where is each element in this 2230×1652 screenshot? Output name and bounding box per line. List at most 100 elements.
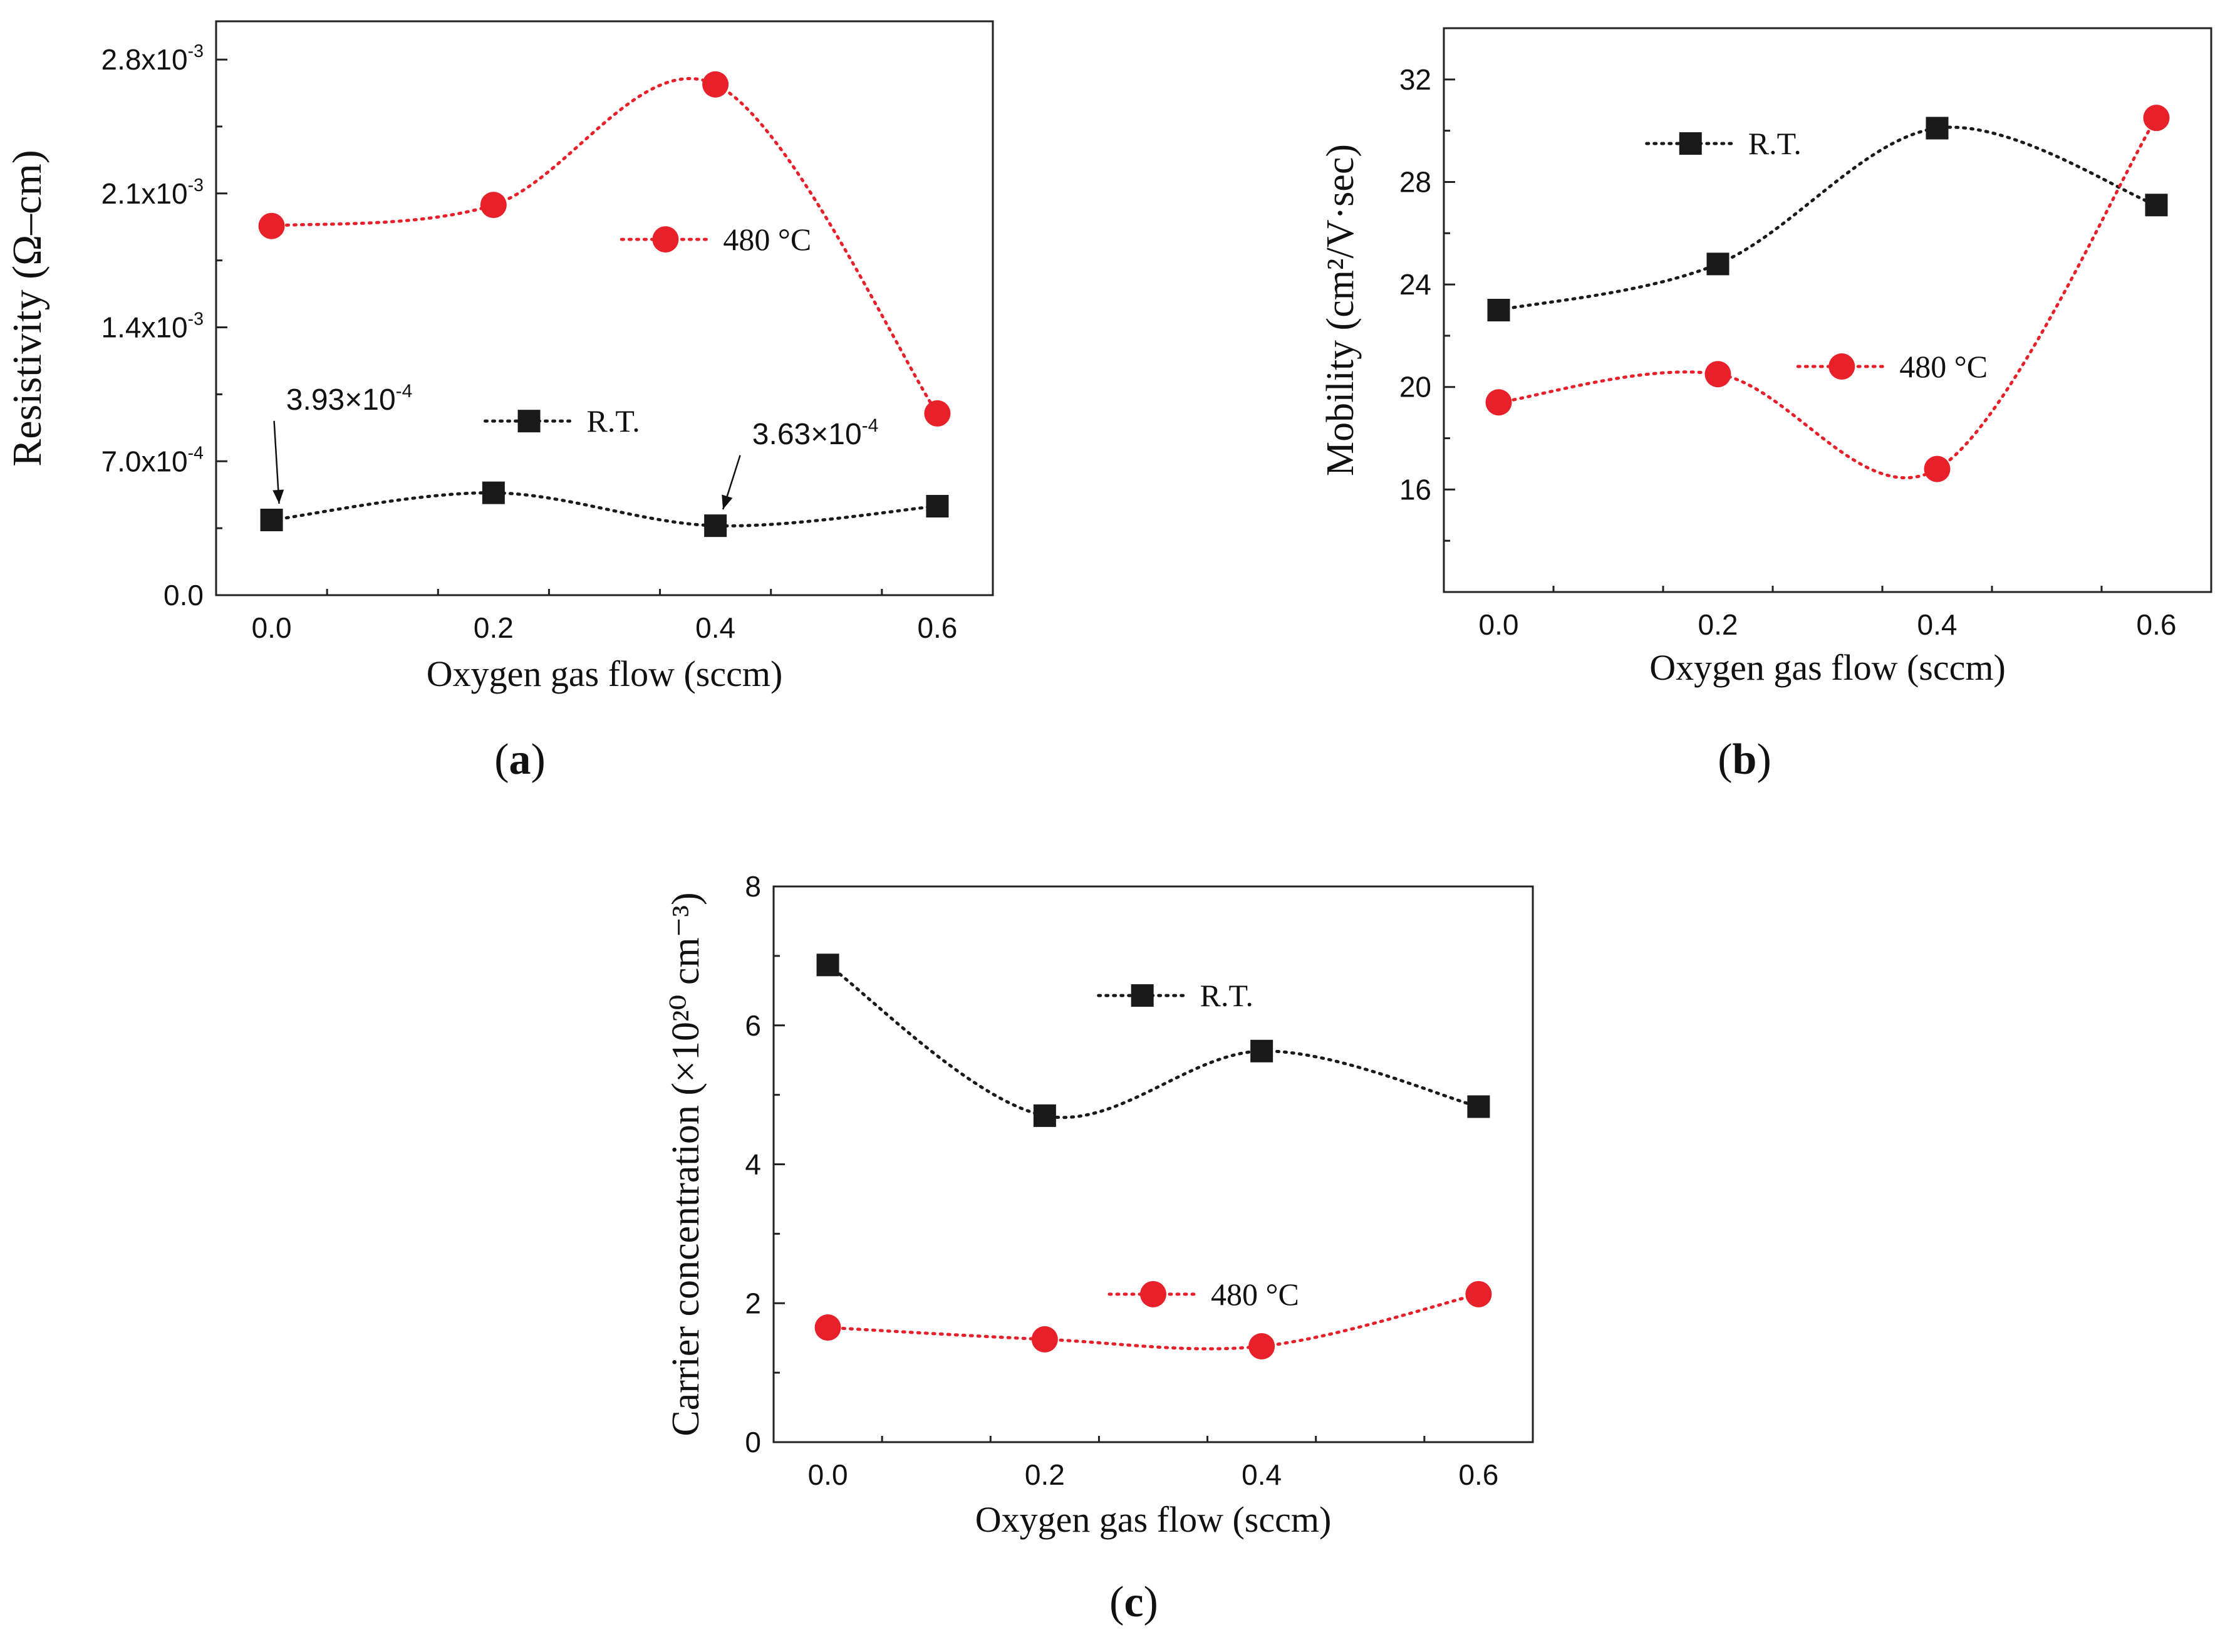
y-tick-label: 28 — [1399, 165, 1431, 198]
y-axis-label: Carrier concentration (×10²⁰ cm⁻³) — [665, 892, 707, 1436]
data-point — [1706, 252, 1730, 276]
legend-marker — [1679, 132, 1702, 155]
data-point — [1926, 117, 1949, 140]
series-line — [1497, 116, 2158, 480]
y-tick-exponent: -3 — [188, 175, 204, 195]
x-tick-label: 0.4 — [695, 611, 735, 644]
x-tick-label: 0.6 — [1458, 1458, 1498, 1491]
panel-paren-close: ) — [1756, 735, 1771, 784]
legend-label: R.T. — [1748, 126, 1802, 161]
y-tick-mantissa: 8 — [745, 870, 761, 903]
data-point — [926, 495, 949, 518]
panel-letter: b — [1733, 735, 1757, 784]
series-line — [270, 491, 939, 527]
legend-marker — [1131, 984, 1154, 1007]
legend-entry: 480 °C — [620, 222, 811, 257]
y-tick-mantissa: 7.0x10 — [101, 445, 188, 477]
data-point — [1704, 361, 1731, 388]
panel-label: (c) — [1109, 1578, 1158, 1626]
x-tick-label: 0.2 — [474, 611, 514, 644]
annotation-mantissa: 3.63×10 — [752, 418, 862, 451]
plot-frame — [215, 20, 994, 596]
x-tick-label: 0.0 — [1479, 608, 1519, 641]
data-point — [482, 481, 505, 504]
y-tick-label: 2 — [745, 1287, 761, 1319]
data-point — [1248, 1333, 1275, 1359]
chart-panel-a: 0.0 0.2 0.4 0.60.07.0x10-41.4x10-32.1x10-32… — [4, 20, 994, 784]
y-tick-exponent: -3 — [188, 309, 204, 330]
y-tick-mantissa: 20 — [1399, 371, 1431, 403]
y-tick-label: 0.0 — [163, 579, 204, 611]
panel-paren-open: ( — [494, 735, 509, 784]
y-tick-label: 2.8x10-3 — [101, 41, 204, 76]
data-point — [816, 953, 839, 977]
y-tick-exponent: -4 — [188, 443, 204, 463]
y-tick-label: 32 — [1399, 63, 1431, 96]
y-tick-mantissa: 0 — [745, 1426, 761, 1458]
x-tick-label: 0.0 — [808, 1458, 848, 1491]
y-tick-label: 6 — [745, 1009, 761, 1042]
x-tick-label: 0.2 — [1698, 608, 1738, 641]
y-tick-exponent: -3 — [188, 41, 204, 61]
x-axis-label: Oxygen gas flow (sccm) — [1649, 647, 2006, 688]
data-point — [1924, 455, 1951, 482]
panel-paren-close: ) — [1144, 1578, 1158, 1626]
annotation-text: 3.63×10-4 — [752, 415, 879, 451]
data-point — [704, 514, 727, 538]
legend-label: 480 °C — [1899, 349, 1988, 384]
legend-entry: R.T. — [484, 403, 640, 439]
series-line — [826, 963, 1480, 1120]
legend-marker — [517, 410, 541, 433]
y-tick-label: 0 — [745, 1426, 761, 1458]
series-line — [826, 1292, 1480, 1351]
annotation-text: 3.93×10-4 — [286, 381, 413, 417]
annotation: 3.63×10-4 — [722, 415, 879, 510]
plot-frame — [1443, 27, 2212, 593]
data-point — [2143, 105, 2170, 132]
legend-marker — [652, 226, 679, 253]
data-point — [1465, 1281, 1492, 1307]
y-tick-label: 4 — [745, 1148, 761, 1181]
panel-label: (a) — [494, 735, 546, 784]
y-tick-mantissa: 1.4x10 — [101, 311, 188, 344]
data-point — [702, 71, 729, 98]
y-axis-label: Mobility (cm²/V·sec) — [1319, 144, 1362, 476]
y-tick-label: 20 — [1399, 371, 1431, 403]
data-point — [924, 400, 951, 427]
series-line — [270, 77, 939, 415]
y-tick-label: 16 — [1399, 473, 1431, 506]
data-point — [814, 1314, 841, 1341]
legend-label: R.T. — [1200, 978, 1253, 1013]
y-tick-label: 1.4x10-3 — [101, 309, 204, 344]
y-tick-mantissa: 6 — [745, 1009, 761, 1042]
data-point — [258, 212, 285, 239]
data-point — [1485, 389, 1512, 416]
x-tick-label: 0.0 — [252, 611, 292, 644]
y-tick-mantissa: 32 — [1399, 63, 1431, 96]
data-point — [1031, 1326, 1058, 1353]
x-tick-label: 0.6 — [2137, 608, 2177, 641]
panel-paren-close: ) — [531, 735, 546, 784]
data-point — [1467, 1095, 1490, 1118]
legend-entry: R.T. — [1645, 126, 1802, 161]
y-tick-label: 7.0x10-4 — [101, 443, 204, 477]
y-tick-mantissa: 16 — [1399, 473, 1431, 506]
legend-entry: 480 °C — [1796, 349, 1988, 384]
legend-label: 480 °C — [723, 222, 811, 257]
x-tick-label: 0.2 — [1025, 1458, 1065, 1491]
x-axis-label: Oxygen gas flow (sccm) — [975, 1499, 1332, 1540]
y-tick-mantissa: 2.8x10 — [101, 43, 188, 76]
annotation-exponent: -4 — [862, 415, 879, 436]
legend-label: 480 °C — [1211, 1277, 1299, 1312]
panel-letter: a — [509, 735, 531, 784]
panel-paren-open: ( — [1109, 1578, 1124, 1626]
x-tick-label: 0.4 — [1917, 608, 1958, 641]
panel-paren-open: ( — [1718, 735, 1732, 784]
y-tick-label: 8 — [745, 870, 761, 903]
legend-marker — [1828, 353, 1855, 380]
series-line — [1497, 125, 2158, 312]
y-axis-label: Resistivity (Ω–cm) — [4, 150, 50, 467]
data-point — [1033, 1104, 1056, 1127]
